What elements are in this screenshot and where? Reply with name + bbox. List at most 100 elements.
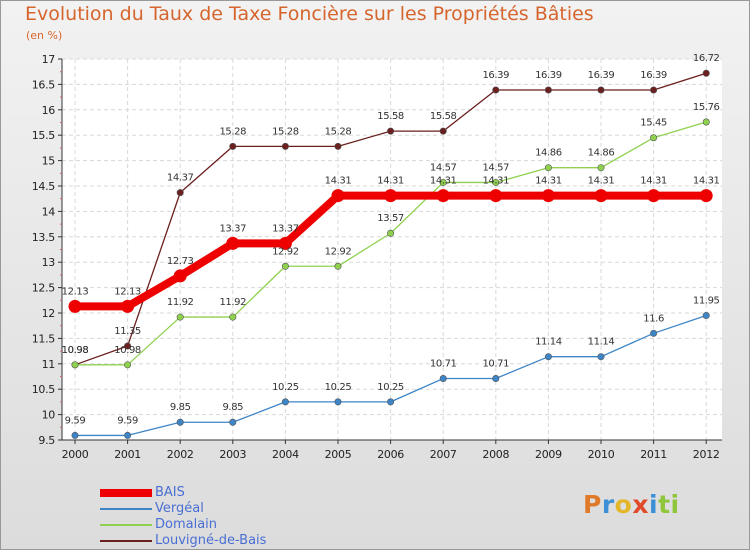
data-label: 15.58 (430, 111, 457, 122)
data-label: 11.14 (535, 337, 562, 348)
data-label: 15.28 (272, 126, 299, 137)
data-label: 11.95 (693, 296, 720, 307)
axes: 9.5 10 10.5 11 11.5 12 12.5 13 13.5 14 14.5 15 15.5 1… (32, 53, 722, 461)
data-point (699, 189, 713, 203)
y-tick-label: 15 (42, 155, 56, 168)
data-point (702, 312, 710, 320)
data-label: 11.6 (643, 313, 664, 324)
data-label: 14.31 (482, 176, 509, 187)
data-label: 15.28 (219, 126, 246, 137)
data-point (544, 86, 552, 94)
data-point (702, 118, 710, 126)
data-point (702, 69, 710, 77)
data-point (594, 189, 608, 203)
data-point (387, 127, 395, 135)
data-point (544, 164, 552, 172)
data-point (597, 164, 605, 172)
x-tick-label: 2002 (167, 448, 194, 461)
data-point (124, 342, 132, 350)
data-label: 14.31 (377, 176, 404, 187)
legend-swatch (100, 489, 152, 497)
data-point (121, 299, 135, 313)
data-point (334, 262, 342, 270)
logo-letter: t (658, 490, 671, 519)
data-label: 14.86 (588, 148, 615, 159)
data-label: 14.31 (325, 176, 352, 187)
y-tick-label: 17 (42, 53, 56, 66)
y-tick-label: 16.5 (32, 78, 56, 91)
data-label: 16.39 (588, 70, 615, 81)
data-point (387, 398, 395, 406)
data-label: 16.39 (535, 70, 562, 81)
y-tick-label: 13.5 (32, 231, 56, 244)
x-tick-label: 2001 (114, 448, 141, 461)
legend-swatch (100, 524, 152, 526)
legend-swatch (100, 508, 152, 510)
data-point (650, 134, 658, 142)
y-tick-label: 11.5 (32, 332, 56, 345)
x-tick-label: 2011 (640, 448, 667, 461)
data-label: 9.85 (222, 402, 243, 413)
data-point (281, 142, 289, 150)
data-label: 16.72 (693, 53, 720, 64)
data-point (278, 236, 292, 250)
data-label: 9.59 (117, 415, 138, 426)
data-point (176, 189, 184, 197)
data-label: 14.31 (535, 176, 562, 187)
data-point (384, 189, 398, 203)
data-label: 10.71 (430, 359, 457, 370)
data-label: 12.13 (114, 286, 141, 297)
data-point (173, 269, 187, 283)
y-tick-label: 12.5 (32, 282, 56, 295)
data-point (176, 313, 184, 321)
y-tick-label: 9.5 (38, 434, 55, 447)
data-label: 12.73 (167, 256, 194, 267)
data-label: 15.45 (640, 118, 667, 129)
data-point (650, 329, 658, 337)
data-point (439, 178, 447, 186)
plot-area (62, 59, 722, 440)
data-label: 11.14 (588, 337, 615, 348)
data-label: 10.98 (62, 345, 89, 356)
data-label: 16.39 (640, 70, 667, 81)
logo-letter: r (601, 490, 615, 519)
data-labels: 12.13 12.13 12.73 13.37 13.37 14.31 14.31 14.31… (62, 53, 720, 426)
data-label: 13.37 (272, 223, 299, 234)
data-label: 15.28 (325, 126, 352, 137)
data-point (492, 178, 500, 186)
data-point (226, 236, 240, 250)
data-label: 11.92 (219, 297, 246, 308)
logo-letter: P (583, 490, 602, 519)
data-point (489, 189, 503, 203)
data-point (647, 189, 661, 203)
data-point (492, 86, 500, 94)
y-tick-label: 16 (42, 104, 56, 117)
data-point (439, 375, 447, 383)
data-point (334, 142, 342, 150)
data-label: 14.57 (430, 162, 457, 173)
x-tick-label: 2005 (325, 448, 352, 461)
data-label: 15.76 (693, 102, 720, 113)
logo-letter: i (649, 490, 659, 519)
data-point (492, 375, 500, 383)
data-point (331, 189, 345, 203)
data-label: 10.25 (325, 382, 352, 393)
data-point (229, 313, 237, 321)
data-point (229, 142, 237, 150)
data-label: 15.58 (377, 111, 404, 122)
legend-label: Domalain (155, 517, 218, 532)
data-label: 14.31 (640, 176, 667, 187)
data-point (229, 418, 237, 426)
data-point (650, 86, 658, 94)
logo-letter: x (632, 490, 649, 519)
data-label: 11.92 (167, 297, 194, 308)
data-label: 11.35 (114, 326, 141, 337)
proxiti-logo: Proxiti (583, 490, 680, 519)
data-point (281, 262, 289, 270)
data-point (176, 418, 184, 426)
data-label: 9.59 (65, 415, 86, 426)
y-tick-label: 15.5 (32, 129, 56, 142)
data-point (439, 127, 447, 135)
data-point (334, 398, 342, 406)
